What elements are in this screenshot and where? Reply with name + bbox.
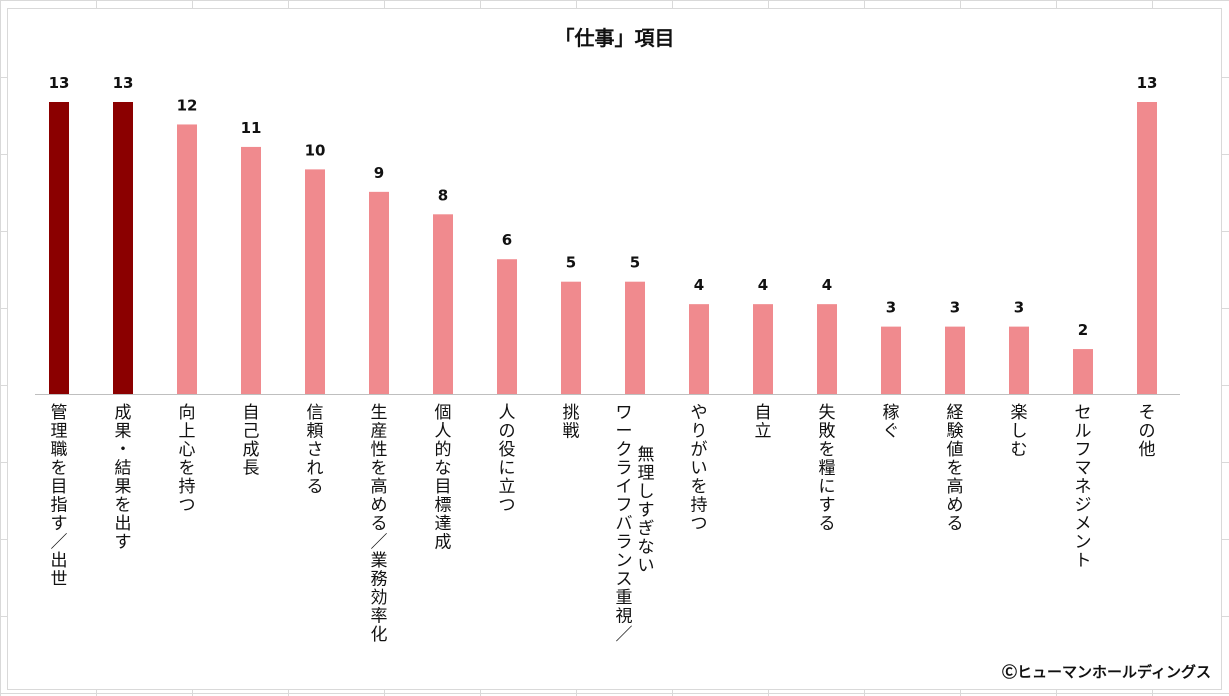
bar[interactable]	[177, 124, 197, 394]
bar[interactable]	[753, 304, 773, 394]
data-label: 6	[502, 231, 512, 249]
bar[interactable]	[1137, 102, 1157, 394]
data-label: 3	[886, 299, 896, 317]
category-label: 成果・結果を出す	[115, 403, 132, 553]
data-label: 4	[758, 276, 768, 294]
category-label: 信頼される	[307, 403, 324, 497]
bar[interactable]	[561, 281, 581, 394]
data-label: 10	[305, 141, 326, 159]
bar[interactable]	[625, 281, 645, 394]
data-label: 8	[438, 186, 448, 204]
category-label: やりがいを持つ	[691, 403, 708, 534]
category-label: 失敗を糧にする	[819, 403, 836, 534]
data-label: 5	[566, 254, 576, 272]
data-label: 11	[241, 119, 262, 137]
copyright-text: Ⓒヒューマンホールディングス	[1002, 663, 1211, 681]
category-label: 向上心を持つ	[179, 403, 196, 516]
bar[interactable]	[369, 191, 389, 394]
category-label: 管理職を目指す／出世	[51, 403, 68, 590]
bar[interactable]	[689, 304, 709, 394]
data-label: 13	[113, 74, 134, 92]
bar[interactable]	[497, 259, 517, 394]
category-label: 無理しすぎない	[638, 445, 655, 576]
bar[interactable]	[49, 102, 69, 394]
bar[interactable]	[433, 214, 453, 394]
category-label: 個人的な目標達成	[435, 403, 452, 553]
bar[interactable]	[113, 102, 133, 394]
bar[interactable]	[817, 304, 837, 394]
data-label: 3	[950, 299, 960, 317]
bar[interactable]	[241, 146, 261, 394]
data-label: 13	[1137, 74, 1158, 92]
category-label: ワークライフバランス重視／	[616, 403, 633, 645]
category-label: 経験値を高める	[947, 403, 964, 534]
bar[interactable]	[881, 326, 901, 394]
category-label: 楽しむ	[1011, 403, 1028, 460]
category-label: その他	[1139, 403, 1156, 460]
data-label: 12	[177, 96, 198, 114]
bar[interactable]	[1009, 326, 1029, 394]
category-label: 生産性を高める／業務効率化	[371, 403, 388, 645]
data-label: 2	[1078, 321, 1088, 339]
category-label: セルフマネジメント	[1075, 403, 1092, 571]
data-label: 3	[1014, 299, 1024, 317]
category-label: 自立	[755, 403, 772, 442]
chart-title: 「仕事」項目	[554, 26, 675, 50]
category-label: 挑戦	[563, 403, 580, 442]
category-label: 自己成長	[243, 403, 260, 479]
data-label: 9	[374, 164, 384, 182]
data-label: 5	[630, 254, 640, 272]
bar[interactable]	[1073, 349, 1093, 394]
bar[interactable]	[945, 326, 965, 394]
category-label: 人の役に立つ	[499, 403, 516, 516]
bar[interactable]	[305, 169, 325, 394]
data-label: 4	[694, 276, 704, 294]
category-label: 稼ぐ	[883, 403, 900, 442]
data-label: 13	[49, 74, 70, 92]
data-label: 4	[822, 276, 832, 294]
